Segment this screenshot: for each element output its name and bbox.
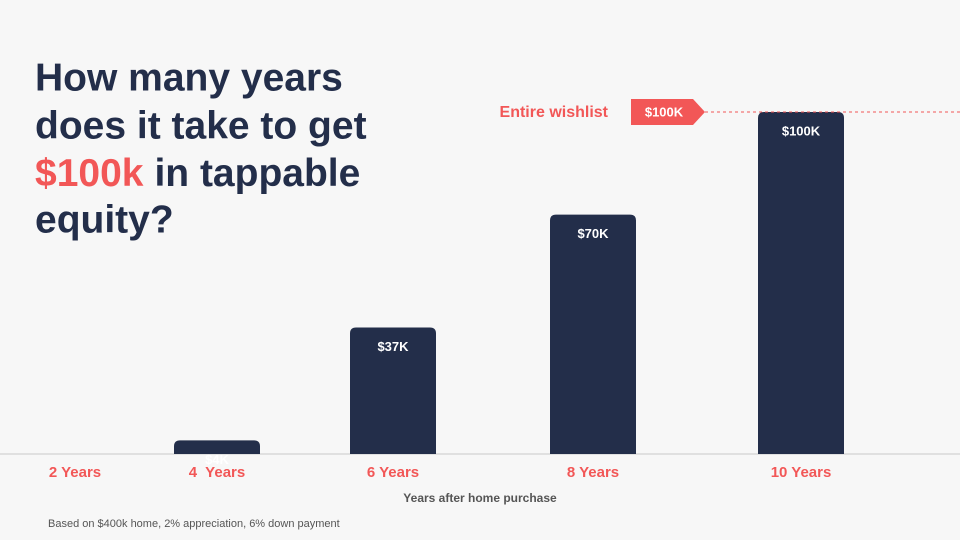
x-tick-label: 10 Years — [771, 464, 832, 481]
data-label: $37K — [377, 339, 409, 354]
bar — [174, 440, 260, 454]
bar — [758, 112, 844, 454]
title-line: $100k in tappable — [35, 152, 360, 195]
title-highlight: $100k — [35, 152, 144, 195]
x-tick-label: 2 Years — [49, 464, 101, 481]
title-line: How many years — [35, 56, 343, 99]
bar — [350, 327, 436, 454]
target-tag — [631, 99, 705, 125]
data-label: $4K — [205, 452, 229, 467]
target-label: Entire wishlist — [500, 104, 609, 121]
footnote: Based on $400k home, 2% appreciation, 6%… — [48, 518, 340, 530]
chart-title: How many years does it take to get $100k… — [35, 56, 367, 241]
bar — [550, 214, 636, 454]
data-label: $70K — [577, 226, 609, 241]
target-value-label: $100K — [645, 104, 684, 119]
title-line: equity? — [35, 198, 174, 241]
x-tick-label: 4 Years — [189, 464, 245, 481]
title-line: does it take to get — [35, 104, 367, 147]
x-tick-label: 8 Years — [567, 464, 619, 481]
x-tick-label: 6 Years — [367, 464, 419, 481]
title-text: in tappable — [154, 152, 360, 195]
data-label: $100K — [782, 123, 821, 138]
x-axis-label: Years after home purchase — [403, 491, 557, 505]
